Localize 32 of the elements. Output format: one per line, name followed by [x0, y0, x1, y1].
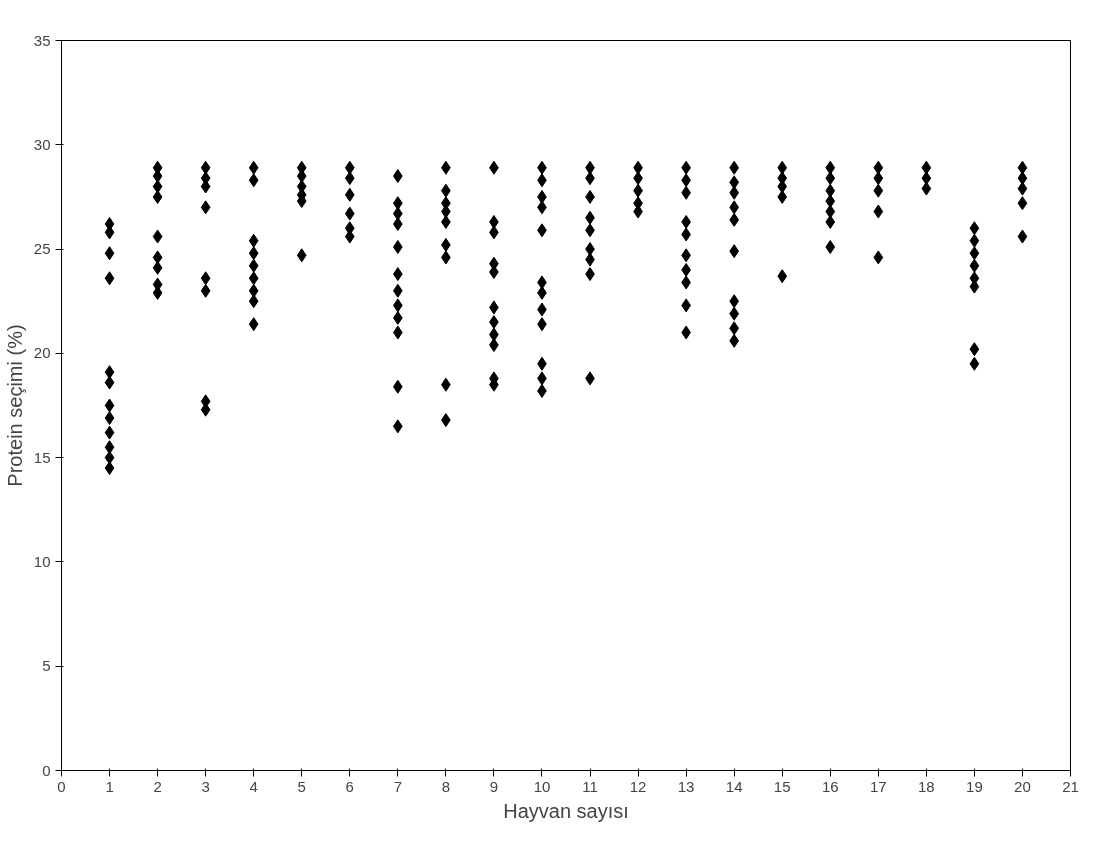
x-tick-label: 19 — [966, 777, 983, 795]
y-axis-title: Protein seçimi (%) — [3, 324, 26, 487]
x-tick-label: 8 — [441, 777, 451, 795]
x-tick-label: 11 — [582, 777, 598, 795]
x-tick-label: 4 — [249, 777, 258, 795]
x-tick-label: 7 — [393, 777, 403, 795]
y-tick-label: 5 — [42, 657, 51, 675]
y-tick-label: 20 — [33, 344, 51, 362]
x-tick-label: 15 — [773, 777, 791, 795]
x-tick-label: 6 — [345, 777, 354, 795]
x-tick-label: 3 — [201, 777, 210, 795]
x-tick-label: 9 — [489, 777, 499, 795]
y-tick-label: 35 — [33, 31, 51, 49]
y-tick-label: 10 — [33, 552, 51, 570]
x-tick-label: 1 — [105, 777, 114, 795]
x-tick-label: 5 — [297, 777, 306, 795]
y-tick-label: 30 — [33, 135, 51, 153]
x-tick-label: 10 — [533, 777, 551, 795]
y-tick-label: 25 — [33, 240, 51, 258]
x-tick-label: 16 — [821, 777, 839, 795]
x-tick-label: 2 — [153, 777, 162, 795]
y-tick-label: 15 — [33, 448, 51, 466]
x-tick-label: 18 — [918, 777, 935, 795]
x-tick-label: 12 — [629, 777, 647, 795]
x-tick-label: 20 — [1014, 777, 1031, 795]
y-tick-label: 0 — [42, 761, 51, 779]
x-tick-label: 21 — [1062, 777, 1079, 795]
x-tick-label: 0 — [57, 777, 66, 795]
x-axis-title: Hayvan sayısı — [503, 799, 629, 822]
x-tick-label: 13 — [677, 777, 695, 795]
x-tick-label: 17 — [869, 777, 887, 795]
x-tick-label: 14 — [725, 777, 743, 795]
